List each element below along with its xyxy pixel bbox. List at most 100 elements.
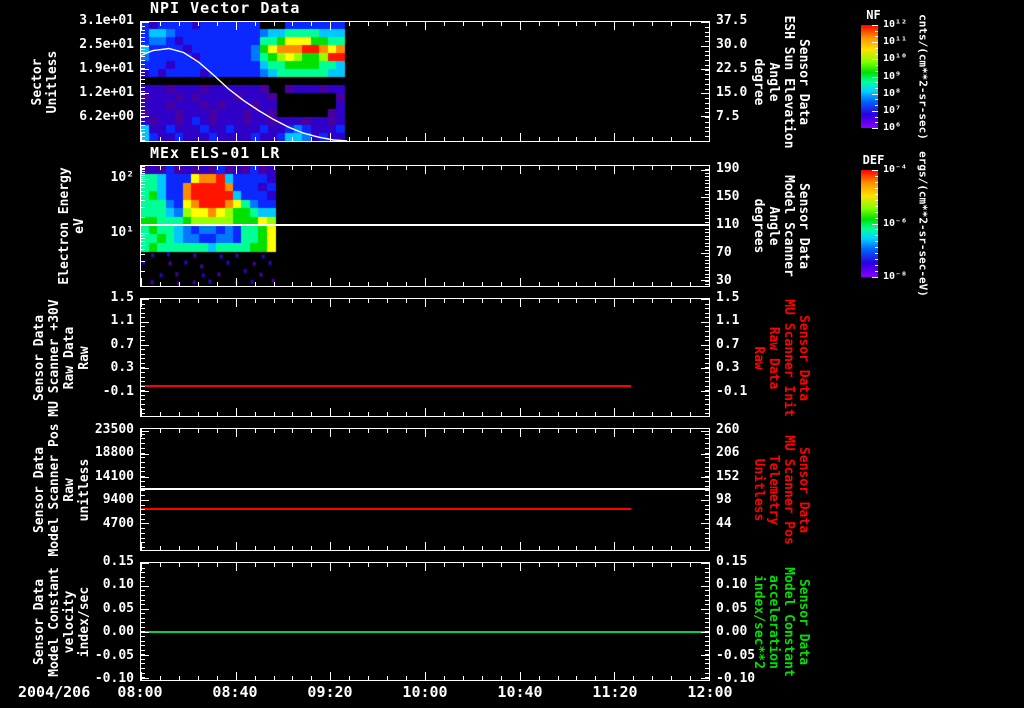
axis-tick — [387, 412, 389, 416]
colorbar-tick-label: 10⁹ — [883, 70, 902, 82]
y-tick-label-right: 0.7 — [716, 337, 740, 352]
y-axis-label-right-scanner-pos-text: Sensor Data MU Scanner Pos Telemetry Uni… — [751, 434, 811, 545]
axis-tick — [141, 632, 149, 634]
colorbar-tick — [875, 211, 878, 213]
axis-tick — [671, 563, 673, 567]
y-tick-label-right: 22.5 — [716, 61, 748, 77]
axis-tick — [141, 358, 145, 360]
axis-tick — [159, 412, 161, 416]
axis-tick — [709, 299, 710, 307]
data-line-scanner-pos — [141, 488, 709, 491]
axis-tick — [141, 249, 145, 251]
axis-tick — [705, 594, 709, 596]
axis-tick — [141, 140, 145, 142]
axis-tick — [705, 228, 709, 230]
axis-tick — [330, 563, 332, 571]
axis-tick — [443, 412, 445, 416]
axis-tick — [557, 22, 559, 26]
axis-tick — [197, 137, 199, 141]
axis-tick — [519, 133, 521, 141]
axis-tick — [141, 67, 145, 69]
axis-tick — [705, 179, 709, 181]
axis-tick — [595, 22, 597, 26]
axis-tick — [519, 672, 521, 680]
axis-tick — [595, 412, 597, 416]
axis-tick — [462, 412, 464, 416]
axis-tick — [500, 137, 502, 141]
colorbar-tick — [875, 175, 878, 177]
axis-tick — [705, 50, 709, 52]
axis-tick — [652, 299, 654, 303]
colorbar-tick-label: 10⁻⁶ — [883, 217, 908, 229]
axis-tick — [614, 166, 616, 174]
axis-tick — [141, 367, 145, 369]
axis-tick — [633, 412, 635, 416]
axis-tick — [538, 299, 540, 303]
axis-tick — [141, 181, 145, 183]
axis-tick — [705, 107, 709, 109]
axis-tick — [141, 254, 145, 256]
axis-tick — [141, 232, 149, 234]
x-tick-label: 10:00 — [402, 683, 448, 701]
axis-tick — [141, 372, 145, 373]
axis-tick — [141, 655, 149, 657]
axis-tick — [141, 546, 145, 548]
axis-tick — [705, 207, 709, 209]
axis-tick — [292, 412, 294, 416]
axis-tick — [500, 546, 502, 550]
axis-tick — [141, 235, 145, 237]
axis-tick — [406, 429, 408, 433]
colorbar-tick — [875, 235, 878, 237]
y-axis-label-right-els-text: Sensor Data Model Scanner Angle degrees — [751, 175, 811, 277]
axis-tick — [705, 542, 709, 544]
axis-tick — [273, 299, 275, 303]
y-tick-label-left: 3.1e+01 — [79, 13, 134, 28]
axis-tick — [235, 22, 237, 30]
axis-tick — [705, 546, 709, 548]
y-tick-label-right: 37.5 — [716, 13, 748, 28]
axis-tick — [443, 22, 445, 26]
axis-tick — [705, 200, 709, 202]
axis-tick — [705, 613, 709, 615]
colorbar-tick-label: 10⁷ — [883, 104, 902, 116]
axis-tick — [690, 676, 692, 680]
colorbar-tick-label: 10⁶ — [883, 122, 902, 133]
axis-tick — [538, 282, 540, 286]
axis-tick — [705, 218, 709, 220]
axis-tick — [705, 626, 709, 628]
axis-tick — [576, 412, 578, 416]
axis-tick — [557, 166, 559, 170]
axis-tick — [519, 166, 521, 174]
axis-tick — [141, 394, 145, 396]
axis-tick — [690, 299, 692, 303]
axis-tick — [406, 676, 408, 680]
axis-tick — [614, 542, 616, 550]
axis-tick — [141, 542, 142, 550]
axis-tick — [141, 124, 145, 126]
axis-tick — [425, 429, 426, 437]
axis-tick — [614, 299, 616, 307]
data-line-scanner-pos — [141, 507, 632, 510]
axis-tick — [311, 22, 313, 26]
axis-tick — [705, 193, 709, 195]
axis-tick — [349, 676, 351, 680]
axis-tick — [705, 60, 709, 62]
colorbar-tick — [875, 265, 878, 267]
axis-tick — [141, 86, 145, 88]
axis-tick — [705, 413, 709, 415]
axis-tick — [159, 282, 161, 286]
axis-tick — [701, 368, 709, 370]
colorbar-tick — [875, 271, 878, 273]
axis-tick — [425, 672, 426, 680]
axis-tick — [705, 277, 709, 279]
axis-tick — [368, 546, 370, 550]
axis-tick — [178, 137, 180, 141]
axis-tick — [705, 246, 709, 248]
axis-tick — [235, 133, 237, 141]
axis-tick — [368, 137, 370, 141]
axis-tick — [159, 429, 161, 433]
axis-tick — [178, 546, 180, 550]
axis-tick — [576, 546, 578, 550]
axis-tick — [705, 190, 709, 192]
axis-tick — [141, 349, 145, 351]
